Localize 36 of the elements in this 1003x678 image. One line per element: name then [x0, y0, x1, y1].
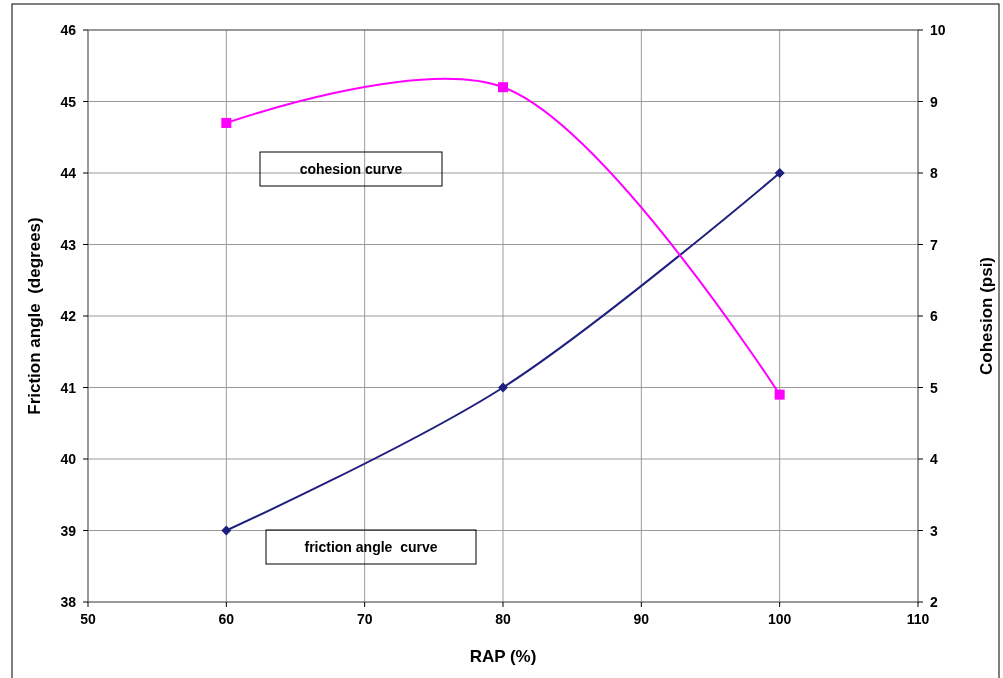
y-tick-label: 39 — [60, 522, 77, 539]
point — [221, 117, 232, 128]
y-tick-label: 38 — [60, 594, 77, 610]
y2-tick-label: 9 — [930, 93, 938, 110]
point — [498, 382, 508, 393]
x-tick-label: 90 — [633, 611, 650, 627]
x-tick-label: 60 — [218, 611, 235, 627]
y2-tick-label: 2 — [930, 594, 938, 610]
x-tick-label: 70 — [356, 611, 373, 627]
y2-tick-label: 3 — [930, 522, 938, 539]
y2-tick-label: 10 — [930, 22, 946, 38]
x-tick-label: 50 — [80, 611, 96, 627]
x-axis-title: RAP (%) — [469, 647, 537, 666]
x-tick-label: 80 — [495, 611, 511, 627]
y2-tick-label: 5 — [930, 379, 938, 396]
y2-tick-label: 8 — [930, 165, 938, 181]
y-tick-label: 45 — [60, 93, 77, 110]
y-tick-label: 43 — [60, 236, 77, 253]
point — [498, 82, 508, 93]
y2-tick-label: 7 — [930, 236, 938, 253]
point — [774, 168, 785, 178]
y-tick-label: 41 — [60, 379, 77, 396]
x-tick-label: 110 — [906, 611, 930, 627]
y-tick-label: 46 — [60, 22, 77, 38]
y2-axis-title: Cohesion (psi) — [977, 256, 996, 376]
annotation: cohesion curve — [299, 161, 403, 177]
point — [774, 389, 785, 400]
annotation: friction angle curve — [304, 539, 438, 555]
y-axis-title: Friction angle (degrees) — [25, 217, 44, 415]
y-tick-label: 44 — [60, 165, 77, 181]
y-tick-label: 40 — [60, 451, 77, 467]
x-tick-label: 100 — [767, 611, 792, 627]
point — [221, 525, 232, 536]
y2-tick-label: 4 — [930, 451, 938, 467]
y-tick-label: 42 — [60, 308, 77, 324]
y2-tick-label: 6 — [930, 308, 938, 324]
